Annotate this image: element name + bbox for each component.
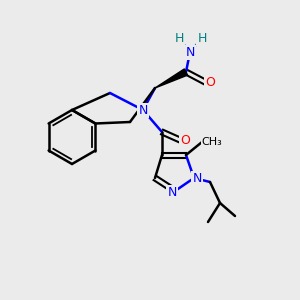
Text: O: O	[180, 134, 190, 146]
Text: O: O	[205, 76, 215, 88]
Text: H: H	[197, 32, 207, 44]
Text: N: N	[167, 185, 177, 199]
Text: N: N	[138, 103, 148, 116]
Text: N: N	[192, 172, 202, 184]
Text: H: H	[174, 32, 184, 44]
Text: N: N	[185, 46, 195, 59]
Polygon shape	[155, 69, 188, 88]
Text: CH₃: CH₃	[202, 137, 222, 147]
